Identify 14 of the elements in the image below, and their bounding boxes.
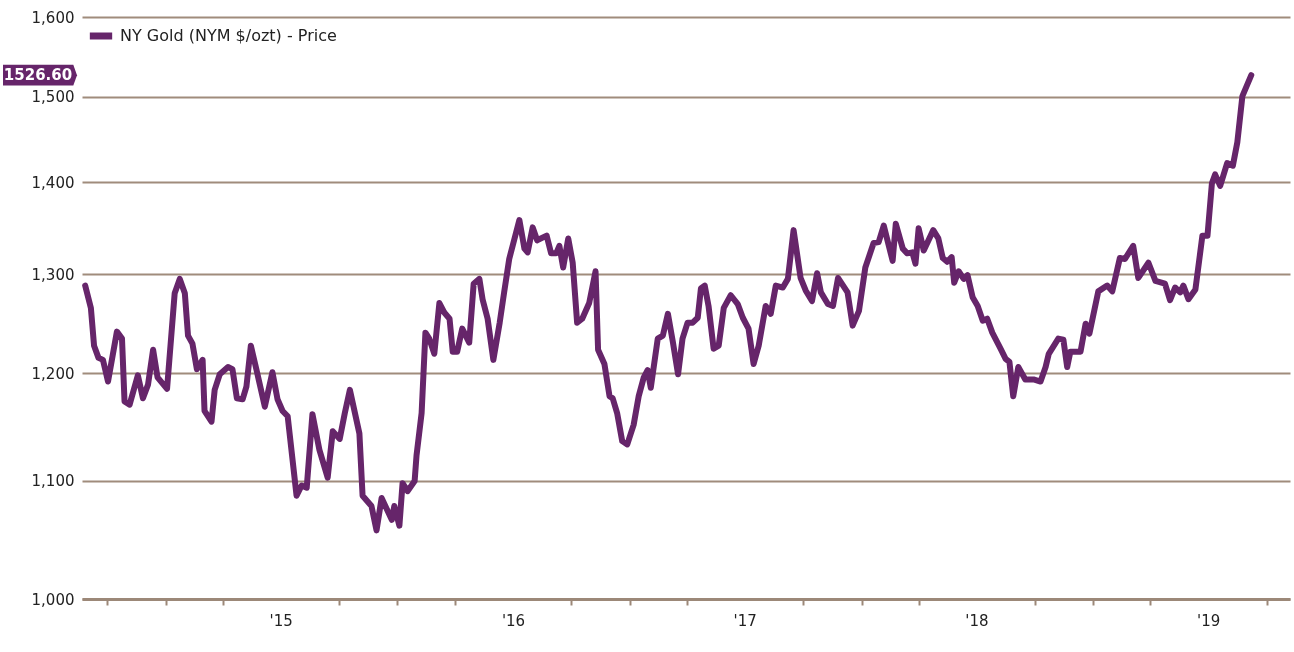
y-tick-label: 1,200 xyxy=(31,364,75,383)
x-tick-label: '15 xyxy=(269,611,293,630)
y-tick-label: 1,600 xyxy=(31,8,75,27)
y-tick-label: 1,400 xyxy=(31,173,75,192)
x-tick-label: '16 xyxy=(501,611,526,630)
y-tick-label: 1,100 xyxy=(31,472,75,491)
x-tick-label: '18 xyxy=(965,611,989,630)
x-tick-label: '17 xyxy=(733,611,757,630)
y-tick-label: 1,000 xyxy=(31,590,75,609)
legend-label: NY Gold (NYM $/ozt) - Price xyxy=(120,26,337,45)
text: 1526.60 xyxy=(3,66,73,85)
y-tick-label: 1,300 xyxy=(31,265,75,284)
y-tick-label: 1,500 xyxy=(31,88,75,107)
x-tick-label: '19 xyxy=(1197,611,1221,630)
